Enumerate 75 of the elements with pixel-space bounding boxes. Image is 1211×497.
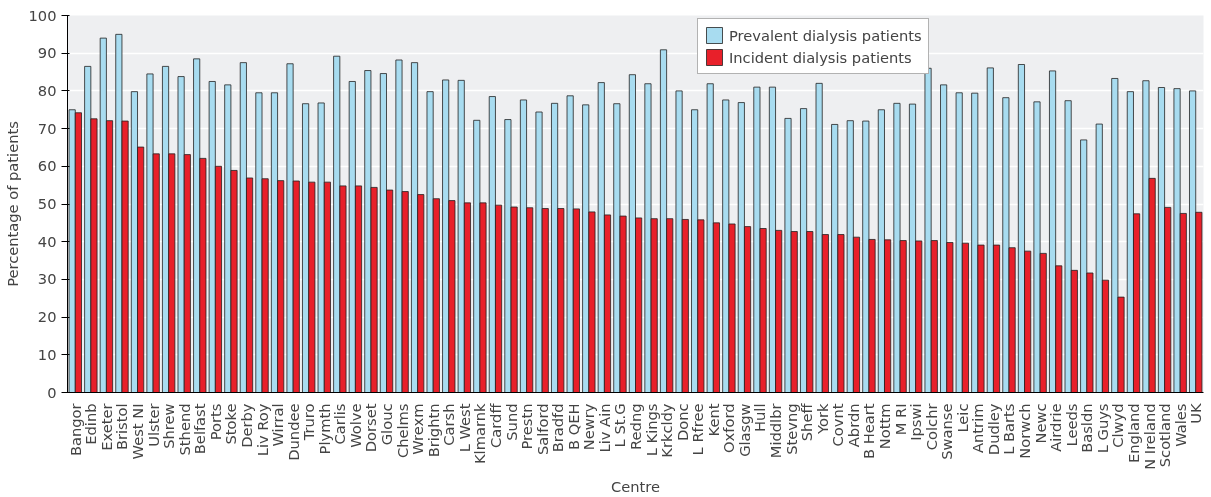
x-tick-label: Sheff (798, 402, 816, 442)
x-tick-label: L St.G (611, 403, 629, 448)
y-tick-label: 50 (37, 195, 57, 212)
x-tick-label: Wrexm (409, 403, 427, 455)
y-axis-title: Percentage of patients (3, 121, 21, 287)
x-tick-label: Shrew (160, 403, 178, 449)
y-tick-label: 60 (37, 157, 57, 175)
x-tick-label: UK (1187, 403, 1205, 424)
y-tick-label: 80 (37, 81, 57, 99)
y-tick-label: 40 (37, 232, 57, 250)
y-tick-label: 100 (28, 6, 57, 24)
x-tick-label: Nottm (875, 403, 893, 450)
y-tick-label: 90 (37, 44, 57, 62)
x-tick-label: Bristol (113, 403, 131, 451)
y-tick-label: 30 (37, 270, 57, 288)
x-tick-label: Glasgw (735, 403, 753, 457)
x-tick-label: Middlbr (767, 402, 785, 459)
x-tick-label: Dundee (284, 403, 302, 461)
x-tick-label: Leeds (1062, 403, 1080, 447)
x-tick-label: Kent (704, 403, 722, 437)
x-tick-label: B QEH (564, 403, 582, 451)
x-tick-label: York (813, 402, 831, 435)
x-tick-label: Glouc (378, 403, 396, 446)
y-tick-label: 70 (37, 119, 57, 137)
x-tick-label: Exeter (97, 402, 115, 451)
x-tick-label: Wales (1171, 403, 1189, 447)
x-tick-label: Dorset (362, 403, 380, 453)
x-tick-label: L Rfree (689, 403, 707, 456)
x-tick-label: Leic (953, 403, 971, 433)
x-tick-label: Wolve (346, 403, 364, 448)
x-tick-label: Basldn (1078, 403, 1096, 453)
x-tick-label: Truro (300, 403, 318, 442)
y-tick-label: 10 (37, 345, 57, 363)
x-tick-label: Belfast (191, 403, 209, 455)
x-tick-label: Swanse (938, 403, 956, 460)
x-tick-label: L West (455, 403, 473, 453)
x-tick-label: Abrdn (844, 403, 862, 448)
y-tick-label: 0 (47, 383, 57, 401)
x-tick-label: Krkcldy (658, 403, 676, 458)
x-tick-label: Wirral (269, 403, 287, 447)
x-tick-label: Chelms (393, 403, 411, 459)
x-tick-label: Ipswi (907, 403, 925, 441)
x-tick-label: Newry (580, 403, 598, 451)
legend-label: Incident dialysis patients (729, 48, 912, 66)
legend-label: Prevalent dialysis patients (729, 26, 922, 44)
x-tick-label: Scotland (1156, 403, 1174, 468)
x-axis-title: Centre (611, 477, 661, 495)
x-tick-label: Newc (1031, 403, 1049, 444)
x-tick-label: Antrim (969, 403, 987, 453)
x-tick-label: Oxford (720, 403, 738, 453)
y-tick-label: 20 (37, 308, 57, 326)
x-tick-label: M RI (891, 403, 909, 436)
x-tick-label: Stoke (222, 403, 240, 445)
x-tick-label: L Guys (1093, 403, 1111, 454)
x-tick-label: Klmarnk (471, 402, 489, 464)
x-tick-label: Ulster (144, 402, 162, 447)
x-tick-label: Sund (502, 403, 520, 441)
x-tick-label: Prestn (518, 403, 536, 450)
x-tick-label: Brightn (424, 403, 442, 458)
x-tick-label: West NI (129, 403, 147, 460)
x-tick-label: Stevng (782, 403, 800, 455)
x-tick-label: Bradfd (549, 403, 567, 453)
x-tick-label: Airdrie (1047, 403, 1065, 452)
x-tick-label: Redng (627, 403, 644, 450)
x-tick-label: Bangor (66, 402, 84, 457)
x-tick-label: Norwch (1016, 403, 1034, 459)
x-tick-label: B Heart (860, 403, 878, 459)
x-tick-label: Derby (237, 403, 255, 448)
x-tick-label: Ports (206, 403, 224, 441)
x-tick-label: Covnt (829, 403, 847, 447)
x-tick-label: Dudley (984, 403, 1002, 456)
x-tick-label: Plymth (315, 403, 333, 455)
x-tick-label: Salford (533, 403, 551, 456)
x-tick-label: Cardff (486, 402, 504, 448)
x-tick-label: Sthend (175, 403, 193, 456)
